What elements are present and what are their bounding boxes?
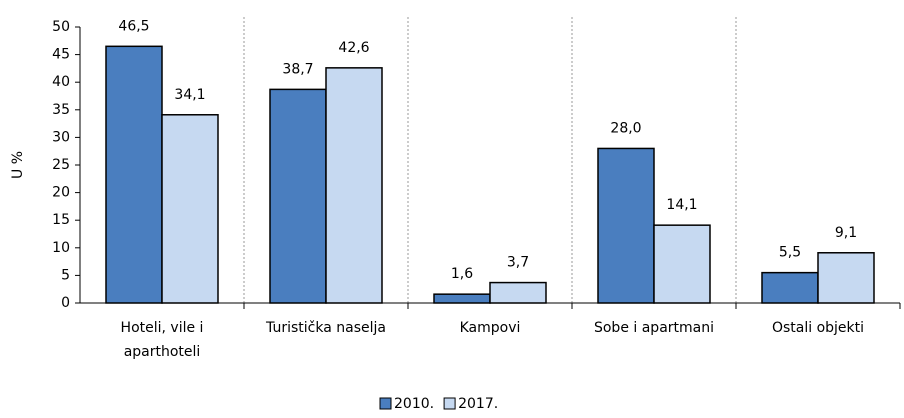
legend-swatch	[443, 397, 456, 410]
value-label: 28,0	[610, 120, 641, 136]
bar	[161, 114, 219, 304]
y-tick-label: 20	[52, 185, 70, 201]
legend-label: 2017.	[458, 396, 498, 412]
y-tick-label: 5	[61, 267, 70, 283]
bar	[761, 271, 819, 304]
bar	[817, 252, 875, 304]
bar	[325, 67, 383, 304]
x-tick-label: Sobe i apartmani	[594, 320, 714, 336]
bar	[653, 224, 711, 304]
value-label: 42,6	[338, 40, 369, 56]
legend-label: 2010.	[394, 396, 434, 412]
value-label: 14,1	[666, 197, 697, 213]
y-tick-label: 0	[61, 295, 70, 311]
x-tick-label: Ostali objekti	[772, 320, 864, 336]
value-label: 1,6	[451, 266, 473, 282]
value-label: 5,5	[779, 245, 801, 261]
value-label: 3,7	[507, 255, 529, 271]
x-tick-label: Kampovi	[460, 320, 521, 336]
y-tick-label: 35	[52, 102, 70, 118]
value-label: 38,7	[282, 61, 313, 77]
y-axis-label: U %	[10, 151, 26, 179]
y-tick-label: 25	[52, 157, 70, 173]
y-tick-label: 30	[52, 129, 70, 145]
bar	[433, 293, 491, 304]
bar	[489, 281, 547, 304]
bar	[269, 88, 327, 304]
legend-swatch	[379, 397, 392, 410]
value-label: 46,5	[118, 18, 149, 34]
y-tick-label: 15	[52, 212, 70, 228]
y-tick-label: 10	[52, 240, 70, 256]
x-tick-label: Turistička naselja	[265, 320, 386, 336]
x-tick-label: Hoteli, vile i aparthoteli	[121, 320, 204, 360]
y-tick-label: 50	[52, 19, 70, 35]
bar	[597, 147, 655, 304]
y-tick-label: 40	[52, 74, 70, 90]
bar	[105, 45, 163, 304]
y-tick-label: 45	[52, 47, 70, 63]
value-label: 9,1	[835, 225, 857, 241]
value-label: 34,1	[174, 87, 205, 103]
